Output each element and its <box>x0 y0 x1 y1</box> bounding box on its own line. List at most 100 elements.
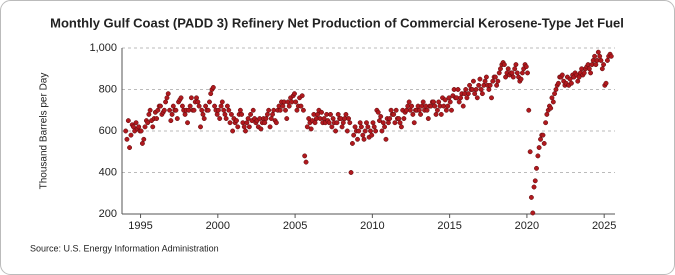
data-point <box>479 91 485 97</box>
data-point <box>375 109 381 115</box>
data-point <box>266 107 272 113</box>
data-point <box>509 70 515 76</box>
data-point <box>145 120 151 126</box>
data-point <box>150 124 156 130</box>
data-point <box>294 107 300 113</box>
data-point <box>351 132 357 138</box>
data-point <box>212 103 218 109</box>
data-point <box>317 116 323 122</box>
data-point <box>489 95 494 101</box>
data-point <box>218 103 224 109</box>
data-point <box>155 107 161 113</box>
data-point <box>393 107 399 113</box>
data-point <box>343 111 349 117</box>
data-point <box>347 120 353 126</box>
data-point <box>541 141 547 146</box>
data-point <box>411 120 417 126</box>
data-point <box>142 124 148 130</box>
data-point <box>424 107 430 113</box>
data-point <box>470 78 476 84</box>
data-point <box>136 124 142 130</box>
x-tick-label: 2015 <box>437 220 461 232</box>
data-point <box>186 107 192 113</box>
data-point <box>228 111 234 117</box>
data-point <box>436 99 442 105</box>
data-point <box>482 78 488 84</box>
data-point <box>431 99 437 105</box>
data-point <box>167 107 173 113</box>
data-point <box>200 111 206 117</box>
data-point <box>199 107 205 113</box>
data-point <box>503 74 509 80</box>
data-point <box>364 120 369 126</box>
data-point <box>355 136 360 142</box>
data-point <box>124 136 130 142</box>
data-point <box>163 99 169 105</box>
data-point <box>302 153 308 159</box>
data-point <box>361 136 367 142</box>
data-point <box>540 132 546 138</box>
data-point <box>432 103 438 109</box>
data-point <box>221 107 227 113</box>
data-point <box>128 132 134 138</box>
data-point <box>185 120 190 126</box>
data-point <box>168 118 174 124</box>
y-tick-label: 200 <box>99 208 117 220</box>
data-point <box>188 95 194 101</box>
data-point <box>339 124 345 130</box>
data-point <box>217 116 223 122</box>
data-point <box>198 124 203 130</box>
data-point <box>418 111 424 117</box>
data-point <box>357 120 363 126</box>
data-point <box>495 78 501 84</box>
data-point <box>531 184 537 190</box>
data-point <box>365 124 371 130</box>
data-point <box>401 116 407 122</box>
data-point <box>158 103 163 109</box>
y-tick-label: 800 <box>99 83 117 95</box>
data-point <box>543 120 549 126</box>
y-axis-label: Thousand Barrels per Day <box>39 73 50 190</box>
data-point <box>240 120 246 126</box>
data-point <box>362 128 368 134</box>
x-tick-label: 2025 <box>592 220 616 232</box>
data-point <box>346 116 352 122</box>
data-point <box>226 107 232 113</box>
data-point <box>464 95 470 101</box>
data-point <box>165 91 171 97</box>
data-point <box>139 141 145 146</box>
data-point <box>300 107 306 113</box>
data-point <box>382 124 388 130</box>
data-point <box>601 62 607 68</box>
data-point <box>141 136 147 142</box>
data-point <box>191 107 197 113</box>
data-point <box>409 103 415 109</box>
data-point <box>467 82 473 88</box>
data-point <box>234 118 239 124</box>
data-point <box>340 120 346 126</box>
data-point <box>498 66 503 72</box>
data-point <box>243 128 248 134</box>
data-point <box>378 114 384 119</box>
data-point <box>518 76 524 82</box>
data-point <box>308 126 314 132</box>
data-point <box>127 145 133 151</box>
data-point <box>222 111 228 117</box>
data-point <box>170 103 176 109</box>
data-point <box>283 107 288 113</box>
data-point <box>388 107 394 113</box>
data-point <box>271 107 277 113</box>
data-point <box>223 116 229 122</box>
data-point <box>241 124 247 130</box>
data-point <box>270 111 275 117</box>
data-point <box>472 91 478 97</box>
data-point <box>476 82 482 88</box>
data-point <box>230 128 236 134</box>
data-point <box>380 120 386 126</box>
data-point <box>280 103 286 109</box>
data-point <box>207 99 212 105</box>
data-point <box>208 91 214 97</box>
data-point <box>203 103 209 109</box>
data-point <box>487 82 493 88</box>
data-point <box>513 62 519 68</box>
